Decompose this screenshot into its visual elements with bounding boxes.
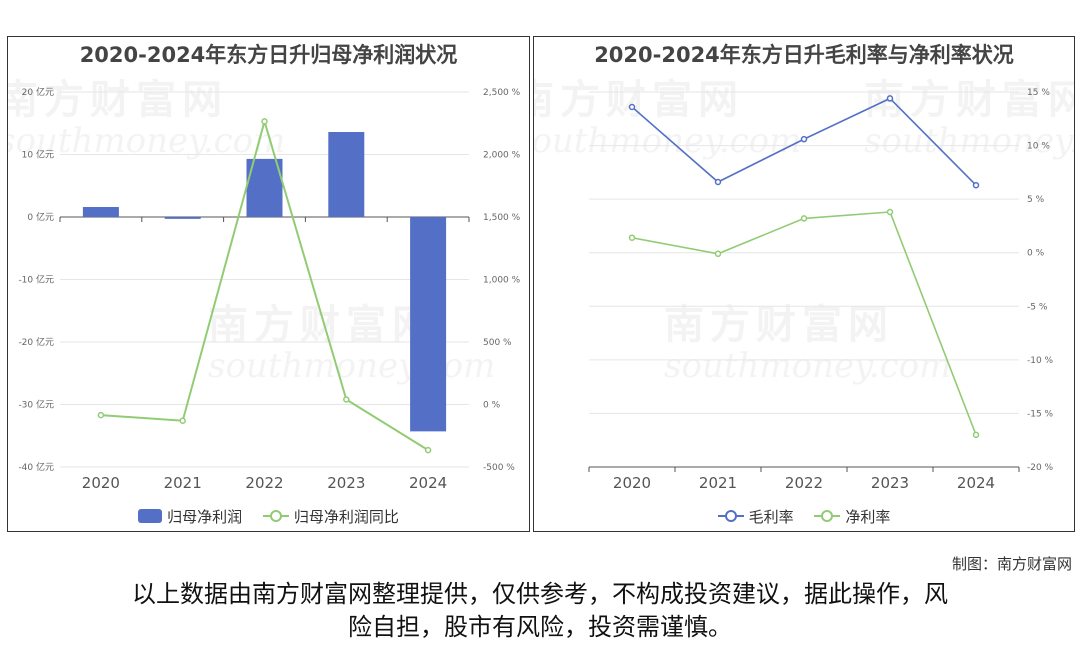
data-point — [424, 446, 432, 454]
legend-line-swatch — [814, 509, 841, 523]
legend-line-swatch — [717, 509, 744, 523]
y-right-tick-label: 2,500 % — [483, 88, 521, 98]
data-point — [179, 417, 186, 424]
disclaimer: 以上数据由南方财富网整理提供，仅供参考，不构成投资建议，据此操作，风 险自担，股… — [0, 578, 1080, 644]
y-right-tick-label: 0 % — [1027, 249, 1045, 259]
legend-item-net-profit-yoy[interactable]: 归母净利润同比 — [262, 506, 399, 527]
chart-title: 2020-2024年东方日升归母净利润状况 — [79, 43, 458, 67]
y-left-tick-label: -20 亿元 — [18, 336, 54, 348]
data-point — [97, 411, 105, 419]
y-right-tick-label: 500 % — [483, 338, 512, 348]
y-left-tick-label: -30 亿元 — [18, 399, 54, 411]
data-point — [972, 431, 980, 439]
data-point — [886, 95, 894, 102]
x-tick-label: 2021 — [699, 474, 737, 492]
bar — [82, 207, 119, 217]
y-right-tick-label: -10 % — [1027, 356, 1054, 366]
y-left-tick-label: -40 亿元 — [18, 461, 54, 473]
series-line-net-margin — [631, 211, 977, 436]
y-right-tick-label: 1,500 % — [483, 213, 521, 223]
y-right-tick-label: -5 % — [1027, 302, 1048, 312]
x-tick-label: 2020 — [82, 474, 120, 492]
chart-legend: 毛利率 净利率 — [534, 506, 1074, 528]
y-left-tick-label: 0 亿元 — [27, 211, 54, 223]
y-right-tick-label: 2,000 % — [483, 151, 521, 161]
chart-legend: 归母净利润 归母净利润同比 — [8, 506, 529, 528]
y-right-tick-label: 10 % — [1027, 142, 1050, 152]
data-point — [343, 396, 350, 403]
y-right-tick-label: 0 % — [483, 401, 501, 411]
y-right-tick-label: 5 % — [1027, 195, 1045, 205]
data-point — [800, 135, 808, 143]
legend-label: 净利率 — [845, 507, 891, 526]
bar — [328, 132, 365, 217]
y-right-tick-label: -500 % — [483, 463, 515, 473]
legend-bar-swatch — [138, 509, 163, 523]
x-tick-label: 2023 — [327, 474, 365, 492]
y-left-tick-label: 20 亿元 — [22, 86, 54, 98]
profit-chart-plot: -40 亿元 -30 亿元 -20 亿元 -10 亿元 0 亿元 10 亿元 20 亿元 -5… — [18, 86, 521, 492]
x-tick-label: 2024 — [957, 474, 995, 492]
y-right-tick-label: 1,000 % — [483, 276, 521, 286]
x-tick-label: 2020 — [613, 474, 651, 492]
y-right-tick-label: 15 % — [1027, 88, 1050, 98]
profit-chart-panel: 南方财富网 southmoney.com 南方财富网 southmoney.com … — [7, 36, 530, 532]
legend-label: 归母净利润同比 — [293, 507, 399, 526]
bar — [410, 217, 447, 432]
legend-label: 毛利率 — [748, 507, 794, 526]
data-point — [628, 234, 636, 241]
bar — [164, 217, 201, 219]
y-left-tick-label: -10 亿元 — [18, 274, 54, 286]
data-point — [714, 178, 722, 186]
x-tick-label: 2022 — [785, 474, 823, 492]
y-right-tick-label: -20 % — [1027, 463, 1054, 473]
legend-label: 归母净利润 — [167, 507, 243, 526]
disclaimer-line: 险自担，股市有风险，投资需谨慎。 — [348, 613, 732, 641]
data-point — [261, 118, 268, 125]
y-left-tick-label: 10 亿元 — [22, 149, 54, 161]
x-tick-label: 2021 — [164, 474, 202, 492]
margin-chart-plot: -20 % -15 % -10 % -5 % 0 % 5 % 10 % 15 % 2020 202… — [588, 88, 1054, 492]
y-right-tick-label: -15 % — [1027, 409, 1054, 419]
data-point — [972, 181, 980, 189]
x-tick-label: 2023 — [871, 474, 909, 492]
x-tick-label: 2024 — [409, 474, 447, 492]
data-point — [886, 208, 894, 216]
x-tick-label: 2022 — [245, 474, 283, 492]
legend-item-gross-margin[interactable]: 毛利率 — [717, 506, 794, 527]
legend-item-net-profit[interactable]: 归母净利润 — [138, 506, 242, 527]
disclaimer-line: 以上数据由南方财富网整理提供，仅供参考，不构成投资建议，据此操作，风 — [132, 580, 948, 608]
data-point — [714, 250, 722, 258]
chart-title: 2020-2024年东方日升毛利率与净利率状况 — [594, 43, 1014, 67]
data-point — [800, 215, 808, 222]
data-point — [628, 103, 636, 111]
legend-item-net-margin[interactable]: 净利率 — [814, 506, 890, 527]
chart-credit: 制图：南方财富网 — [951, 555, 1072, 573]
legend-line-swatch — [262, 509, 289, 523]
